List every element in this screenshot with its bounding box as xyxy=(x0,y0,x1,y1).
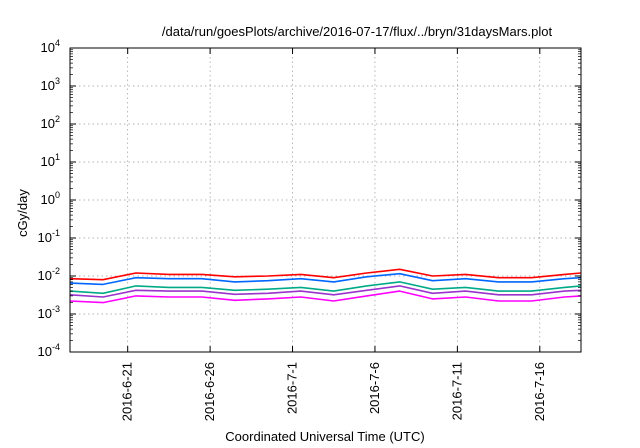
y-tick-label: 10-3 xyxy=(38,304,60,321)
y-tick-label: 10-2 xyxy=(38,266,60,283)
x-axis: 2016-6-21 2016-6-26 2016-7-1 2016-7-6 2016-7… xyxy=(120,48,547,421)
y-tick-label: 103 xyxy=(41,76,60,93)
series-line-5 xyxy=(69,290,582,304)
series-layer xyxy=(69,268,582,304)
y-tick-label: 104 xyxy=(41,38,60,55)
y-tick-label: 10-4 xyxy=(38,342,60,359)
x-tick-label: 2016-7-16 xyxy=(532,362,547,421)
x-tick-label: 2016-7-11 xyxy=(449,362,464,420)
series-line-4 xyxy=(69,285,582,298)
series-line-3 xyxy=(69,281,582,295)
x-tick-label: 2016-6-21 xyxy=(120,362,135,421)
x-tick-label: 2016-6-26 xyxy=(202,362,217,421)
x-tick-label: 2016-7-1 xyxy=(285,362,300,414)
x-tick-label: 2016-7-6 xyxy=(367,362,382,414)
y-tick-label: 102 xyxy=(41,114,60,131)
y-tick-label: 10-1 xyxy=(38,228,60,245)
grid xyxy=(70,48,581,352)
y-axis-label: cGy/day xyxy=(15,189,30,237)
y-tick-label: 101 xyxy=(41,152,60,169)
series-line-1 xyxy=(69,268,582,281)
x-axis-label: Coordinated Universal Time (UTC) xyxy=(225,429,424,444)
y-tick-label: 100 xyxy=(41,190,60,207)
series-line-2 xyxy=(69,272,582,286)
chart-title: /data/run/goesPlots/archive/2016-07-17/f… xyxy=(162,24,553,39)
